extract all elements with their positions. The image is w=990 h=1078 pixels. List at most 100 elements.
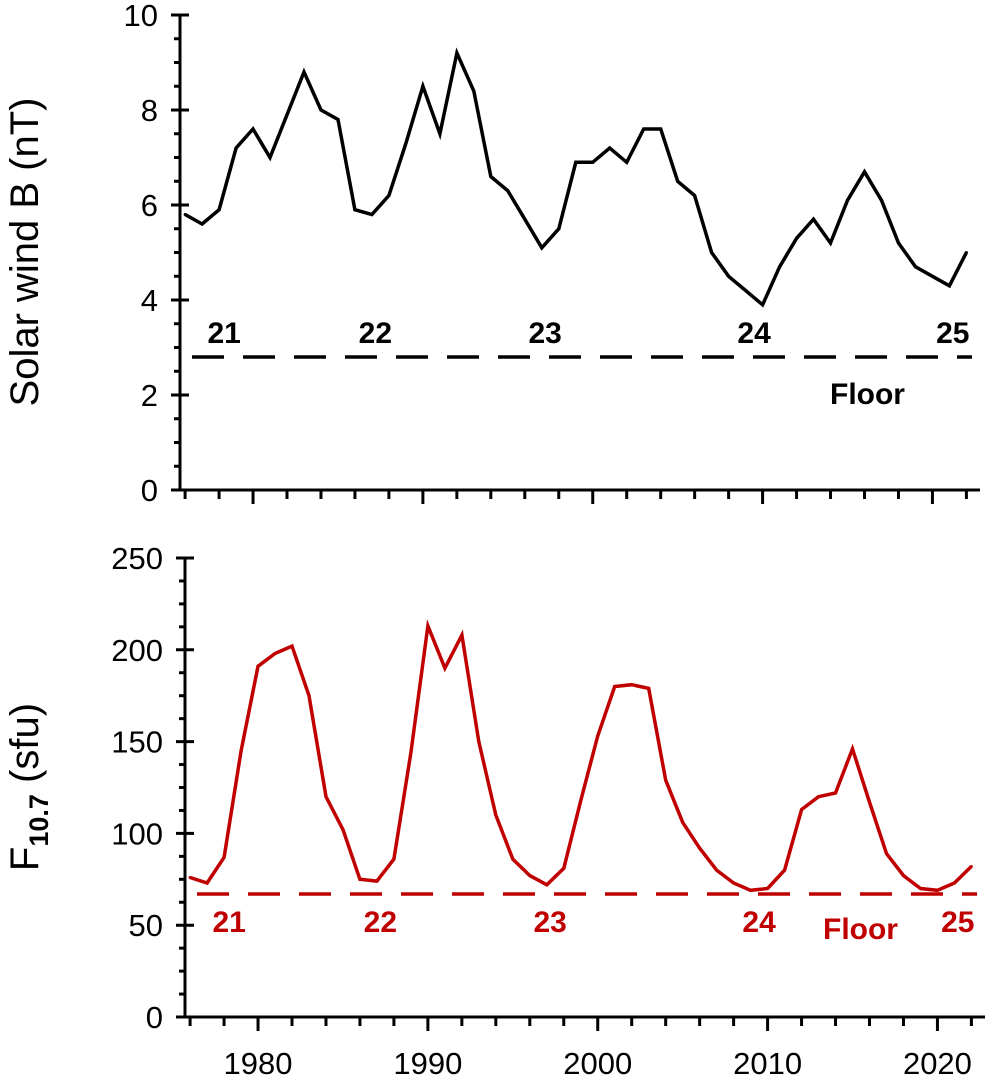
data-point	[477, 740, 481, 744]
data-point	[795, 236, 799, 240]
y-tick-label: 6	[141, 188, 158, 223]
data-point	[749, 888, 753, 892]
data-point	[205, 881, 209, 885]
data-point	[494, 813, 498, 817]
cycle-label: 24	[742, 906, 776, 939]
cycle-label: 24	[737, 317, 771, 350]
data-point	[766, 886, 770, 890]
data-point	[234, 146, 238, 150]
y-axis-label: Solar wind B (nT)	[3, 98, 47, 407]
data-point	[409, 751, 413, 755]
data-point	[358, 877, 362, 881]
y-tick-label: 4	[141, 283, 158, 318]
y-tick-label: 10	[124, 0, 158, 33]
data-point	[579, 798, 583, 802]
data-point	[251, 127, 255, 131]
series-line	[189, 619, 973, 893]
data-point	[664, 778, 668, 782]
data-point	[817, 795, 821, 799]
data-point	[829, 241, 833, 245]
data-point	[918, 886, 922, 890]
data-point	[693, 194, 697, 197]
data-point	[863, 170, 867, 174]
data-point	[930, 274, 934, 278]
data-point	[273, 651, 277, 655]
data-point	[783, 868, 787, 872]
f107-panel: 0 50 100 150 200 250 1980 1990 2000 2010 2020 Floor…	[3, 541, 985, 1078]
data-point	[596, 734, 600, 738]
data-point	[188, 875, 192, 879]
data-point	[935, 888, 939, 892]
data-point	[557, 227, 561, 231]
y-tick-label: 150	[111, 725, 163, 760]
data-point	[200, 222, 204, 226]
data-point	[285, 113, 289, 117]
data-point	[438, 132, 442, 136]
cycle-label: 21	[207, 317, 240, 350]
data-point	[353, 208, 357, 212]
data-point	[952, 881, 956, 885]
y-axis-label: F10.7 (sfu)	[3, 703, 54, 871]
data-point	[681, 820, 685, 824]
data-point	[319, 108, 323, 112]
y-tick-label: 0	[146, 1000, 163, 1035]
data-point	[715, 868, 719, 872]
data-point	[489, 175, 493, 178]
data-point	[375, 879, 379, 883]
data-point	[659, 127, 663, 131]
cycle-label: 25	[936, 317, 969, 350]
data-point	[426, 624, 430, 628]
data-point	[901, 874, 905, 878]
data-point	[732, 881, 736, 885]
data-point	[846, 198, 850, 202]
data-point	[528, 874, 532, 878]
data-point	[455, 51, 459, 55]
data-point	[324, 795, 328, 799]
cycle-label: 22	[364, 906, 397, 939]
data-point	[268, 156, 272, 159]
y-tick-label: 200	[111, 633, 163, 668]
x-tick-label: 1980	[224, 1046, 293, 1078]
data-point	[698, 846, 702, 850]
data-point	[217, 208, 221, 212]
data-point	[392, 857, 396, 861]
cycle-label: 23	[528, 317, 561, 350]
data-point	[647, 686, 651, 690]
data-point	[562, 866, 566, 870]
data-point	[710, 251, 714, 254]
cycle-label: 22	[359, 317, 392, 350]
y-tick-label: 100	[111, 816, 163, 851]
cycle-label: 25	[941, 906, 974, 939]
data-point	[523, 217, 527, 221]
data-point	[472, 89, 476, 93]
data-point	[460, 633, 464, 637]
data-point	[256, 664, 260, 668]
y-axis-label-subscript: 10.7	[24, 794, 54, 847]
data-point	[370, 213, 374, 216]
data-point	[239, 749, 243, 753]
data-point	[896, 241, 900, 245]
data-point	[608, 146, 612, 150]
data-point	[676, 179, 680, 183]
data-point	[812, 217, 816, 221]
data-point	[591, 160, 595, 164]
data-point	[625, 160, 629, 164]
data-point	[183, 213, 187, 216]
y-tick-label: 50	[129, 908, 163, 943]
data-point	[511, 857, 515, 861]
data-point	[404, 141, 408, 145]
data-point	[307, 694, 311, 698]
floor-label: Floor	[823, 913, 898, 946]
x-tick-label: 2020	[903, 1046, 972, 1078]
data-point	[540, 246, 544, 250]
data-point	[642, 127, 646, 131]
x-tick-label: 2000	[563, 1046, 632, 1078]
data-point	[879, 198, 883, 202]
data-point	[341, 828, 345, 832]
data-point	[727, 274, 731, 278]
data-point	[574, 160, 578, 164]
data-point	[964, 251, 968, 254]
cycle-label: 23	[533, 906, 566, 939]
